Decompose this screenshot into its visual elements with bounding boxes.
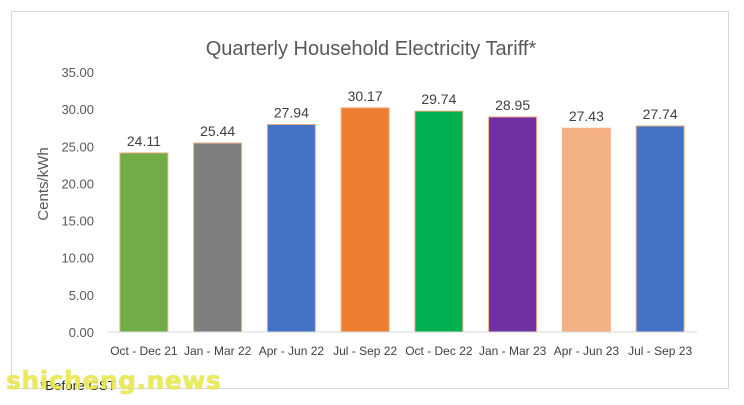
bar	[119, 152, 169, 333]
x-tick-label: Jan - Mar 23	[479, 344, 547, 358]
y-axis-label: Cents/kWh	[35, 147, 52, 220]
value-label: 27.43	[569, 108, 604, 124]
value-label: 24.11	[127, 133, 161, 149]
x-tick-label: Apr - Jun 22	[259, 344, 325, 358]
value-label: 27.74	[643, 106, 678, 122]
bar	[193, 142, 243, 333]
chart-title: Quarterly Household Electricity Tariff*	[206, 38, 537, 60]
y-tick-label: 20.00	[61, 176, 94, 191]
x-tick-label: Jul - Sep 22	[333, 344, 397, 358]
bar	[635, 125, 685, 333]
value-label: 25.44	[200, 123, 235, 139]
bar	[561, 127, 611, 333]
value-label: 30.17	[348, 88, 383, 104]
footnote: *Before GST	[40, 378, 116, 393]
value-label: 28.95	[495, 97, 530, 113]
y-tick-label: 30.00	[61, 102, 94, 117]
y-tick-label: 10.00	[61, 251, 94, 266]
bar-chart: Quarterly Household Electricity Tariff* …	[35, 38, 697, 358]
bar	[266, 123, 316, 333]
x-tick-label: Oct - Dec 21	[110, 344, 178, 358]
value-label: 27.94	[274, 104, 309, 120]
x-tick-label: Jan - Mar 22	[184, 344, 252, 358]
y-tick-label: 35.00	[61, 65, 94, 80]
watermark: shicheng.news	[6, 366, 222, 395]
bar	[340, 107, 390, 333]
y-tick-label: 25.00	[61, 139, 94, 154]
bar	[414, 110, 464, 333]
y-tick-label: 5.00	[69, 288, 94, 303]
y-tick-label: 15.00	[61, 214, 94, 229]
chart-frame: Quarterly Household Electricity Tariff* …	[11, 11, 729, 389]
x-tick-label: Oct - Dec 22	[405, 344, 473, 358]
bar	[488, 116, 538, 333]
value-label: 29.74	[421, 91, 456, 107]
x-tick-label: Apr - Jun 23	[554, 344, 620, 358]
y-tick-label: 0.00	[69, 325, 94, 340]
x-tick-label: Jul - Sep 23	[628, 344, 692, 358]
